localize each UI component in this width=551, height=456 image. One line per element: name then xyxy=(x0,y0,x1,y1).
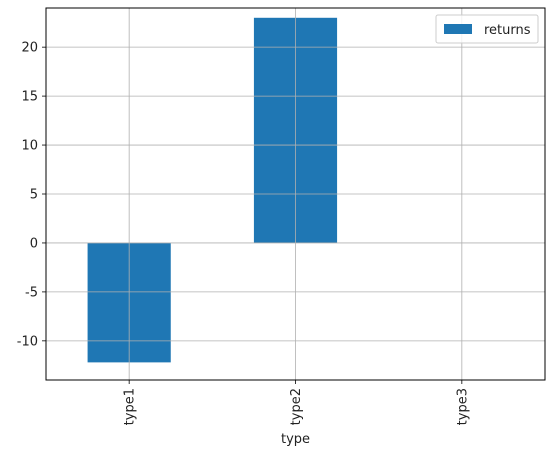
y-tick-label: -10 xyxy=(17,334,38,349)
y-tick-label: -5 xyxy=(25,285,38,300)
x-axis-title: type xyxy=(281,432,310,447)
x-tick-label-type2: type2 xyxy=(289,388,304,425)
y-tick-label: 20 xyxy=(21,41,38,56)
y-tick-label: 10 xyxy=(21,139,38,154)
x-tick-label-type1: type1 xyxy=(123,388,138,425)
grid xyxy=(46,8,545,380)
x-tick-label-type3: type3 xyxy=(455,388,470,425)
legend: returns xyxy=(435,14,539,44)
y-tick-label: 0 xyxy=(30,236,38,251)
x-axis-ticks: type1 type2 type3 xyxy=(123,380,470,425)
y-tick-label: 15 xyxy=(21,90,38,105)
legend-box xyxy=(435,14,539,44)
legend-label-returns: returns xyxy=(484,23,531,38)
bars xyxy=(87,17,338,363)
y-tick-label: 5 xyxy=(30,188,38,203)
legend-swatch xyxy=(444,24,472,34)
y-axis-ticks: -10 -5 0 5 10 15 20 xyxy=(17,41,46,349)
